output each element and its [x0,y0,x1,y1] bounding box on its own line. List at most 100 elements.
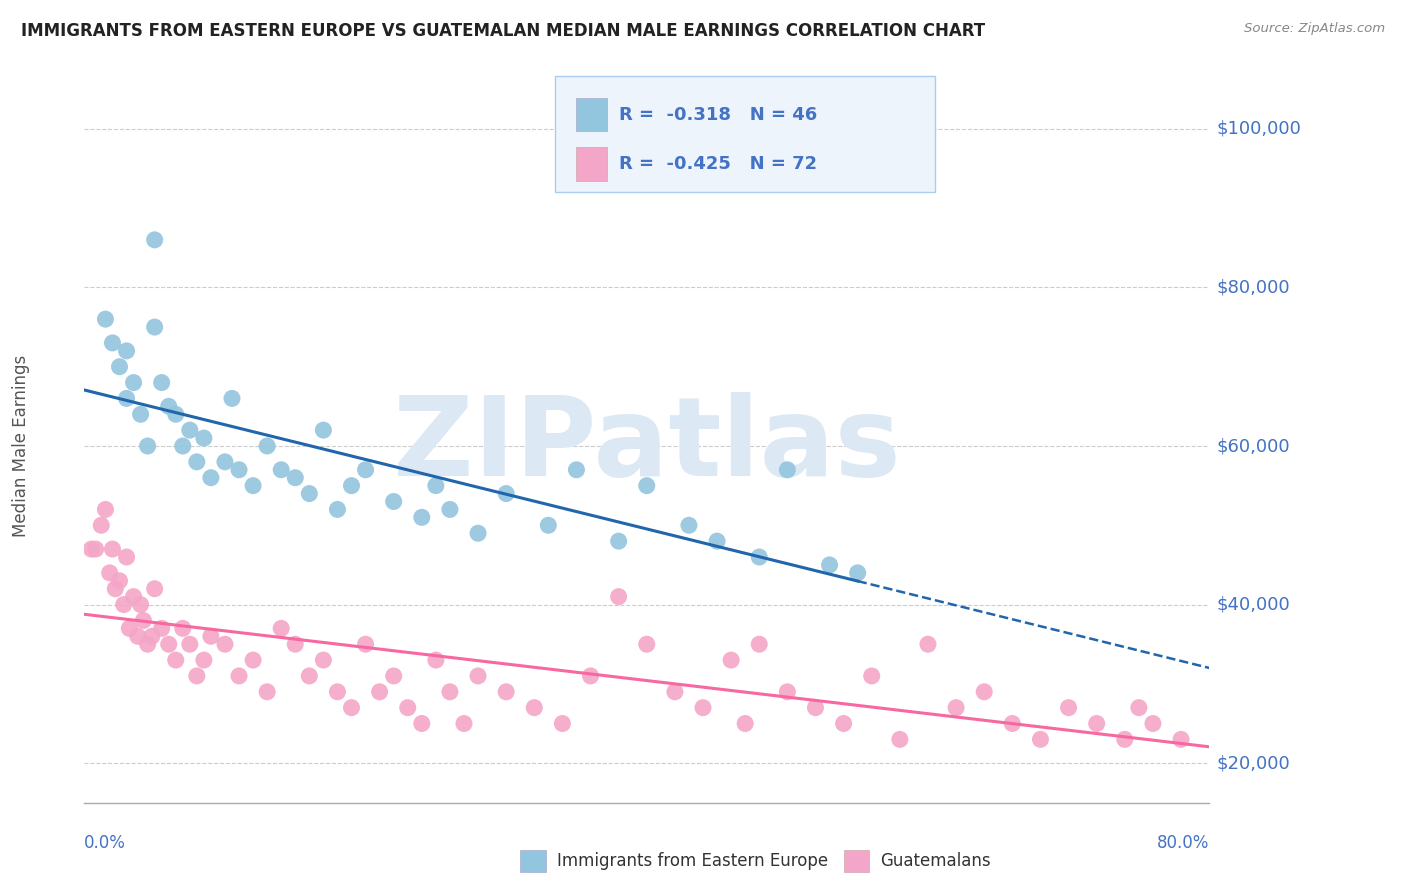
Point [692,700,714,714]
Point [945,700,967,714]
Point [523,700,546,714]
Point [678,518,700,533]
Point [200,471,222,485]
Point [312,653,335,667]
Point [136,439,159,453]
Point [495,486,517,500]
Point [298,486,321,500]
Point [129,598,152,612]
Point [354,637,377,651]
Point [382,494,405,508]
Point [411,510,433,524]
Point [354,463,377,477]
Point [439,685,461,699]
Point [298,669,321,683]
Point [425,478,447,492]
Point [720,653,742,667]
Point [108,574,131,588]
Point [165,653,187,667]
Text: R =  -0.425   N = 72: R = -0.425 N = 72 [619,155,817,173]
Point [284,637,307,651]
Point [467,669,489,683]
Text: Immigrants from Eastern Europe: Immigrants from Eastern Europe [557,852,828,870]
Point [108,359,131,374]
Point [115,392,138,406]
Point [565,463,588,477]
Point [150,376,173,390]
Point [228,463,250,477]
Point [101,335,124,350]
Point [734,716,756,731]
Point [368,685,391,699]
Point [284,471,307,485]
Point [80,542,103,557]
Point [186,455,208,469]
Point [1029,732,1052,747]
Point [1001,716,1024,731]
Point [396,700,419,714]
Point [326,685,349,699]
Point [221,392,243,406]
Point [94,502,117,516]
Point [1114,732,1136,747]
Point [495,685,517,699]
Point [112,598,135,612]
Text: $100,000: $100,000 [1216,120,1301,138]
Point [143,320,166,334]
Point [636,637,658,651]
Point [1057,700,1080,714]
Point [439,502,461,516]
Point [411,716,433,731]
Point [340,700,363,714]
Point [84,542,107,557]
Text: $80,000: $80,000 [1216,278,1289,296]
Point [1085,716,1108,731]
Point [453,716,475,731]
Point [1142,716,1164,731]
Point [889,732,911,747]
Text: $40,000: $40,000 [1216,596,1289,614]
Point [228,669,250,683]
Point [242,653,264,667]
Point [172,621,194,635]
Point [98,566,121,580]
Text: 0.0%: 0.0% [84,834,127,852]
Text: $60,000: $60,000 [1216,437,1289,455]
Point [193,653,215,667]
Point [551,716,574,731]
Point [172,439,194,453]
Point [818,558,841,572]
Point [467,526,489,541]
Point [256,685,278,699]
Point [776,463,799,477]
Text: Source: ZipAtlas.com: Source: ZipAtlas.com [1244,22,1385,36]
Point [804,700,827,714]
Point [607,590,630,604]
Point [200,629,222,643]
Point [90,518,112,533]
Point [917,637,939,651]
Point [706,534,728,549]
Text: ZIPatlas: ZIPatlas [392,392,901,500]
Point [94,312,117,326]
Text: IMMIGRANTS FROM EASTERN EUROPE VS GUATEMALAN MEDIAN MALE EARNINGS CORRELATION CH: IMMIGRANTS FROM EASTERN EUROPE VS GUATEM… [21,22,986,40]
Point [973,685,995,699]
Point [425,653,447,667]
Text: Median Male Earnings: Median Male Earnings [13,355,30,537]
Point [270,621,292,635]
Point [104,582,127,596]
Point [179,637,201,651]
Point [748,549,770,564]
Text: 80.0%: 80.0% [1157,834,1209,852]
Point [832,716,855,731]
Point [157,400,180,414]
Point [664,685,686,699]
Point [157,637,180,651]
Point [136,637,159,651]
Point [122,590,145,604]
Point [270,463,292,477]
Point [214,455,236,469]
Point [1128,700,1150,714]
Point [179,423,201,437]
Point [776,685,799,699]
